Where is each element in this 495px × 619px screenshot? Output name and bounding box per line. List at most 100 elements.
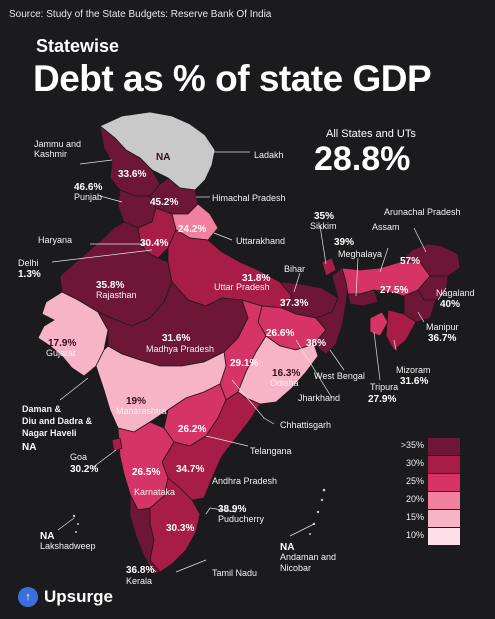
region-andaman-dot (320, 498, 324, 502)
region-andaman-dot (309, 533, 311, 535)
legend-swatch (428, 456, 460, 473)
label-ap-name: Andhra Pradesh (212, 476, 277, 486)
value-arunachal: 57% (400, 256, 420, 267)
subtitle: Statewise (36, 36, 120, 56)
label-jharkhand-name: Jharkhand (298, 393, 340, 403)
label-jk-name-l2: Kashmir (34, 149, 67, 159)
legend-label: 15% (405, 512, 424, 522)
region-mizoram (385, 309, 417, 351)
summary-value: 28.8% (314, 140, 411, 178)
legend-swatch (428, 474, 460, 491)
legend-swatch (428, 492, 460, 509)
region-odisha (237, 335, 319, 405)
label-nagaland-name: Nagaland (436, 288, 475, 298)
label-wb-name: West Bengal (314, 371, 365, 381)
legend-label: 20% (405, 494, 424, 504)
label-karnataka-name: Karnataka (134, 487, 175, 497)
label-jk-name-l1: Jammu and (34, 139, 81, 149)
value-punjab: 46.6% (74, 182, 102, 193)
upsurge-logo-icon: ↑ (18, 587, 38, 607)
label-maharashtra-name: Maharashtra (116, 406, 167, 416)
region-sikkim (321, 257, 337, 277)
value-ap: 34.7% (176, 464, 204, 475)
value-sikkim: 35% (314, 211, 334, 222)
region-lakshadweep (72, 514, 76, 518)
leader-lines (51, 151, 447, 573)
region-andhra-pradesh (161, 391, 261, 501)
label-haryana-name: Haryana (38, 235, 72, 245)
label-daman-name-l3: Nagar Haveli (22, 428, 77, 438)
page-title: Debt as % of state GDP (33, 58, 432, 99)
value-manipur: 36.7% (428, 333, 456, 344)
legend-swatch (428, 438, 460, 455)
label-chhattisgarh-name: Chhattisgarh (280, 420, 331, 430)
value-assam: 27.5% (380, 285, 408, 296)
label-ladakh-name: Ladakh (254, 150, 284, 160)
region-kerala (129, 493, 161, 575)
region-andaman (322, 488, 326, 492)
value-daman: NA (22, 442, 36, 453)
value-goa: 30.2% (70, 464, 98, 475)
label-himachal-name: Himachal Pradesh (212, 193, 286, 203)
label-uttarakhand-name: Uttarakhand (236, 236, 285, 246)
value-jharkhand: 26.6% (266, 328, 294, 339)
brand-name: Upsurge (44, 587, 113, 606)
legend-label: 25% (405, 476, 424, 486)
label-arunachal-name: Arunachal Pradesh (384, 207, 461, 217)
label-tn-name: Tamil Nadu (212, 568, 257, 578)
value-tn: 30.3% (166, 523, 194, 534)
value-maharashtra: 19% (126, 396, 146, 407)
value-mizoram: 31.6% (400, 376, 428, 387)
label-lakshadweep-name: Lakshadweep (40, 541, 96, 551)
label-daman-name-l2: Diu and Dadra & (22, 416, 93, 426)
label-manipur-name: Manipur (426, 322, 459, 332)
brand-logo: ↑ Upsurge (18, 587, 113, 607)
label-odisha-name: Odisha (270, 378, 299, 388)
value-tripura: 27.9% (368, 394, 396, 405)
value-mp: 31.6% (162, 333, 190, 344)
label-kerala-name: Kerala (126, 576, 152, 586)
value-andaman: NA (280, 542, 294, 553)
label-punjab-name: Punjab (74, 192, 102, 202)
region-tripura (369, 311, 389, 337)
value-kerala: 36.8% (126, 565, 154, 576)
state-name-labels: Jammu and Kashmir Ladakh Punjab Himachal… (18, 139, 475, 586)
value-odisha: 16.3% (272, 368, 300, 379)
value-delhi: 1.3% (18, 269, 41, 280)
region-lakshadweep-dot (75, 531, 77, 533)
region-goa (111, 437, 123, 453)
label-daman-name-l1: Daman & (22, 404, 62, 414)
label-gujarat-name: Gujarat (46, 348, 76, 358)
value-wb: 38% (306, 338, 326, 349)
region-andaman-dot (316, 510, 320, 514)
value-uttarakhand: 24.2% (178, 224, 206, 235)
value-lakshadweep: NA (40, 531, 54, 542)
legend-swatch (428, 528, 460, 545)
label-up-name: Uttar Pradesh (214, 282, 270, 292)
label-bihar-name: Bihar (284, 264, 305, 274)
value-himachal: 45.2% (150, 197, 178, 208)
label-delhi-name: Delhi (18, 258, 39, 268)
label-mp-name: Madhya Pradesh (146, 344, 214, 354)
value-up: 31.8% (242, 273, 270, 284)
legend-swatch (428, 510, 460, 527)
label-assam-name: Assam (372, 222, 400, 232)
value-jk: 33.6% (118, 169, 146, 180)
summary-label: All States and UTs (326, 128, 416, 140)
label-telangana-name: Telangana (250, 446, 292, 456)
label-puducherry-name: Puducherry (218, 514, 265, 524)
region-west-bengal (313, 267, 349, 355)
region-arunachal (399, 243, 461, 277)
value-telangana: 26.2% (178, 424, 206, 435)
legend-label: 30% (405, 458, 424, 468)
value-karnataka: 26.5% (132, 467, 160, 478)
source-note: Source: Study of the State Budgets: Rese… (9, 9, 272, 20)
value-nagaland: 40% (440, 299, 460, 310)
map-regions (37, 111, 461, 575)
value-bihar: 37.3% (280, 298, 308, 309)
label-sikkim-name: Sikkim (310, 221, 337, 231)
legend-label: >35% (400, 440, 424, 450)
label-meghalaya-name: Meghalaya (338, 249, 382, 259)
